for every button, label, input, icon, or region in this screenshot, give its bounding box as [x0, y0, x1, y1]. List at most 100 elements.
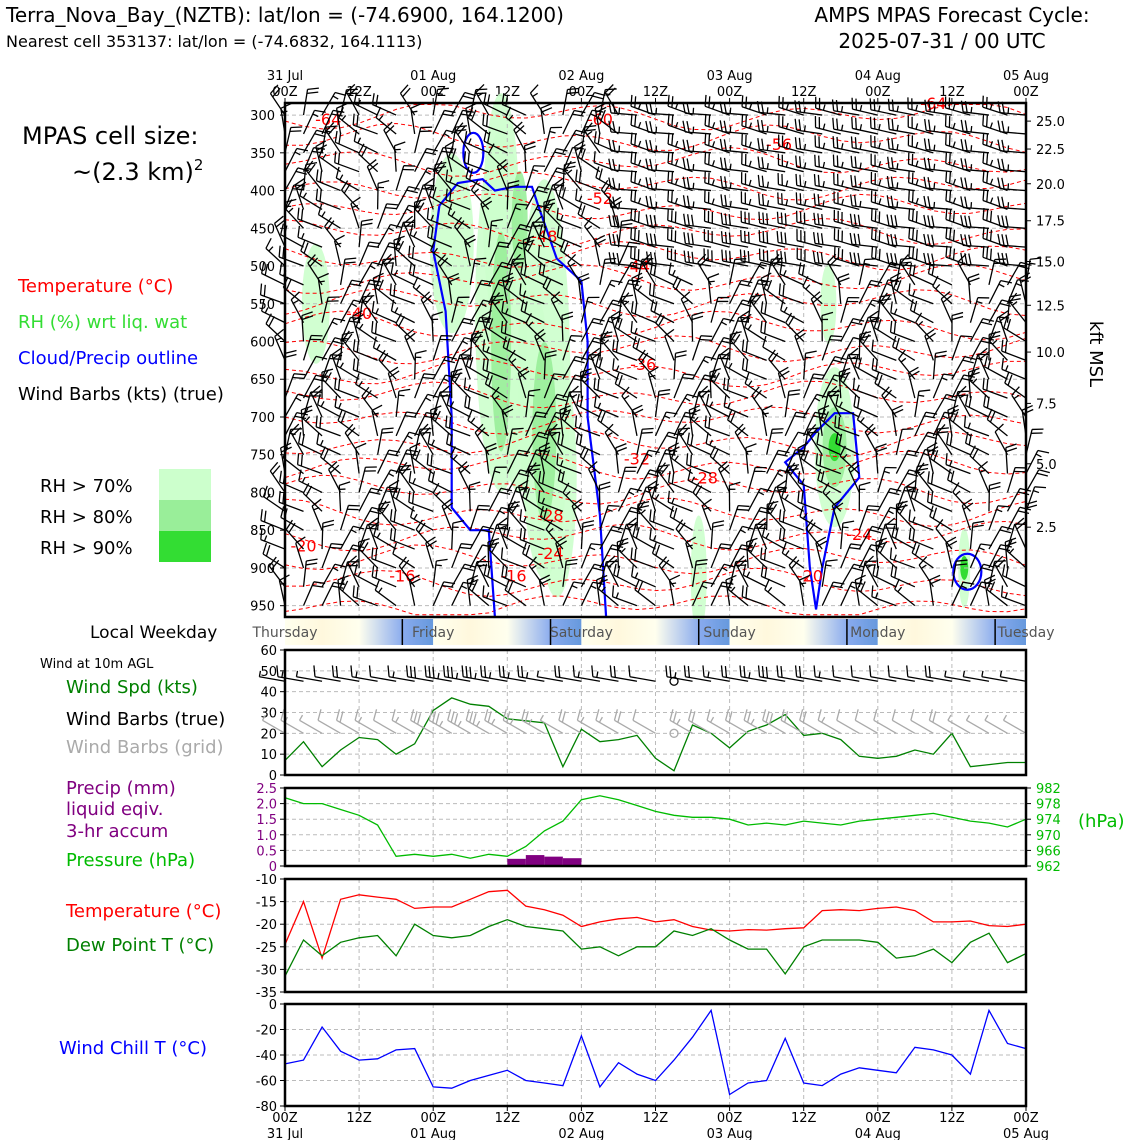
- wind-barb-grid-half-flag: [395, 716, 400, 723]
- upper-wind-barb-flag: [945, 152, 948, 164]
- upper-wind-barb-shaft: [781, 496, 805, 512]
- upper-wind-barb-shaft: [419, 431, 434, 456]
- upper-wind-barb-flag: [802, 275, 809, 287]
- upper-wind-barb-shaft: [815, 165, 841, 173]
- upper-wind-barb-flag: [415, 349, 427, 354]
- upper-wind-barb-shaft: [728, 334, 732, 361]
- upper-wind-barb-half-flag: [321, 211, 326, 218]
- upper-wind-barb-flag: [708, 134, 711, 146]
- upper-wind-barb-flag: [315, 188, 319, 201]
- upper-wind-barb-flag: [816, 540, 828, 548]
- upper-wind-barb: [803, 393, 828, 418]
- upper-wind-barb: [467, 107, 490, 135]
- upper-wind-barb-flag: [986, 134, 989, 146]
- upper-wind-barb-flag: [641, 253, 651, 264]
- upper-wind-barb-shaft: [800, 457, 823, 475]
- upper-wind-barb-flag: [744, 372, 750, 384]
- upper-wind-barb-flag: [516, 203, 528, 206]
- upper-wind-barb-flag: [630, 189, 633, 201]
- upper-wind-barb: [776, 211, 804, 229]
- wind-barb-grid-flag: [447, 709, 452, 721]
- upper-wind-barb-half-flag: [425, 397, 432, 402]
- upper-wind-barb-half-flag: [778, 487, 785, 492]
- upper-wind-barb: [455, 122, 471, 154]
- upper-wind-barb-half-flag: [721, 567, 728, 572]
- upper-wind-barb-half-flag: [514, 207, 521, 211]
- upper-wind-barb-half-flag: [294, 151, 301, 156]
- upper-wind-barb: [378, 349, 397, 380]
- upper-wind-barb-flag: [474, 423, 484, 434]
- upper-wind-barb-flag: [832, 359, 845, 364]
- upper-wind-barb: [434, 160, 453, 191]
- upper-wind-barb: [710, 543, 733, 569]
- upper-wind-barb-half-flag: [320, 401, 325, 407]
- upper-wind-barb-flag: [727, 578, 734, 590]
- upper-wind-barb-shaft: [722, 241, 749, 248]
- upper-wind-barb-half-flag: [952, 197, 957, 204]
- upper-wind-barb: [997, 120, 1027, 135]
- upper-wind-barb-flag: [292, 427, 302, 437]
- upper-wind-barb-flag: [595, 166, 600, 178]
- upper-wind-barb: [334, 151, 360, 173]
- upper-wind-barb: [358, 218, 373, 248]
- upper-wind-barb-half-flag: [552, 299, 559, 304]
- upper-wind-barb-flag: [943, 373, 955, 377]
- upper-wind-barb-shaft: [685, 168, 712, 173]
- upper-wind-barb-flag: [780, 231, 783, 244]
- upper-wind-barb-flag: [850, 175, 853, 187]
- upper-wind-barb-flag: [541, 107, 553, 113]
- upper-wind-barb-flag: [908, 208, 911, 220]
- upper-wind-barb-flag: [543, 507, 548, 520]
- cloud-outline: [462, 131, 485, 174]
- upper-wind-barb-half-flag: [859, 143, 862, 150]
- upper-wind-barb-shaft: [821, 581, 834, 606]
- upper-wind-barb-flag: [634, 115, 637, 127]
- upper-wind-barb: [358, 466, 377, 493]
- upper-wind-barb-shaft: [333, 240, 342, 267]
- upper-wind-barb: [367, 517, 380, 550]
- upper-wind-barb-flag: [337, 409, 343, 421]
- wind-barb-grid-half-flag: [580, 716, 585, 723]
- upper-wind-barb-shaft: [378, 359, 397, 380]
- upper-wind-barb-half-flag: [313, 506, 320, 511]
- upper-wind-barb: [728, 481, 741, 512]
- upper-wind-barb-flag: [582, 448, 589, 460]
- upper-wind-barb-shaft: [710, 354, 720, 380]
- upper-wind-barb: [764, 578, 786, 607]
- upper-wind-barb-shaft: [648, 225, 675, 229]
- upper-wind-barb-shaft: [395, 165, 405, 191]
- upper-wind-barb-flag: [282, 247, 285, 259]
- upper-wind-barb-shaft: [538, 580, 545, 606]
- upper-wind-barb-half-flag: [989, 159, 994, 166]
- upper-wind-barb: [645, 195, 675, 211]
- upper-wind-barb: [414, 393, 439, 418]
- upper-wind-barb-shaft: [278, 256, 304, 267]
- upper-wind-barb-flag: [343, 183, 351, 194]
- upper-wind-barb-half-flag: [878, 161, 882, 168]
- upper-wind-barb-flag: [817, 174, 820, 187]
- upper-wind-barb-flag: [523, 235, 535, 241]
- upper-wind-barb-half-flag: [691, 476, 696, 483]
- upper-wind-barb-flag: [378, 349, 386, 361]
- upper-wind-barb-flag: [297, 393, 310, 398]
- upper-wind-barb-shaft: [704, 182, 730, 192]
- upper-wind-barb: [480, 196, 493, 229]
- upper-wind-barb-shaft: [358, 548, 379, 569]
- upper-wind-barb: [719, 347, 731, 380]
- upper-wind-barb-flag: [763, 277, 769, 289]
- upper-wind-barb-half-flag: [523, 516, 527, 523]
- upper-wind-barb-half-flag: [712, 103, 716, 110]
- upper-wind-barb-shaft: [414, 127, 422, 153]
- upper-wind-barb-shaft: [482, 369, 508, 380]
- upper-wind-barb-shaft: [562, 335, 572, 361]
- upper-wind-barb-half-flag: [692, 201, 695, 208]
- upper-wind-barb-flag: [1001, 357, 1004, 370]
- upper-wind-barb: [630, 227, 656, 248]
- upper-wind-barb-shaft: [610, 169, 638, 173]
- upper-wind-barb: [728, 504, 750, 531]
- upper-wind-barb-flag: [564, 160, 572, 171]
- upper-wind-barb: [485, 442, 497, 474]
- kft-label: kft MSL: [1085, 321, 1106, 387]
- upper-wind-barb-flag: [782, 529, 786, 541]
- upper-wind-barb-flag: [468, 578, 475, 589]
